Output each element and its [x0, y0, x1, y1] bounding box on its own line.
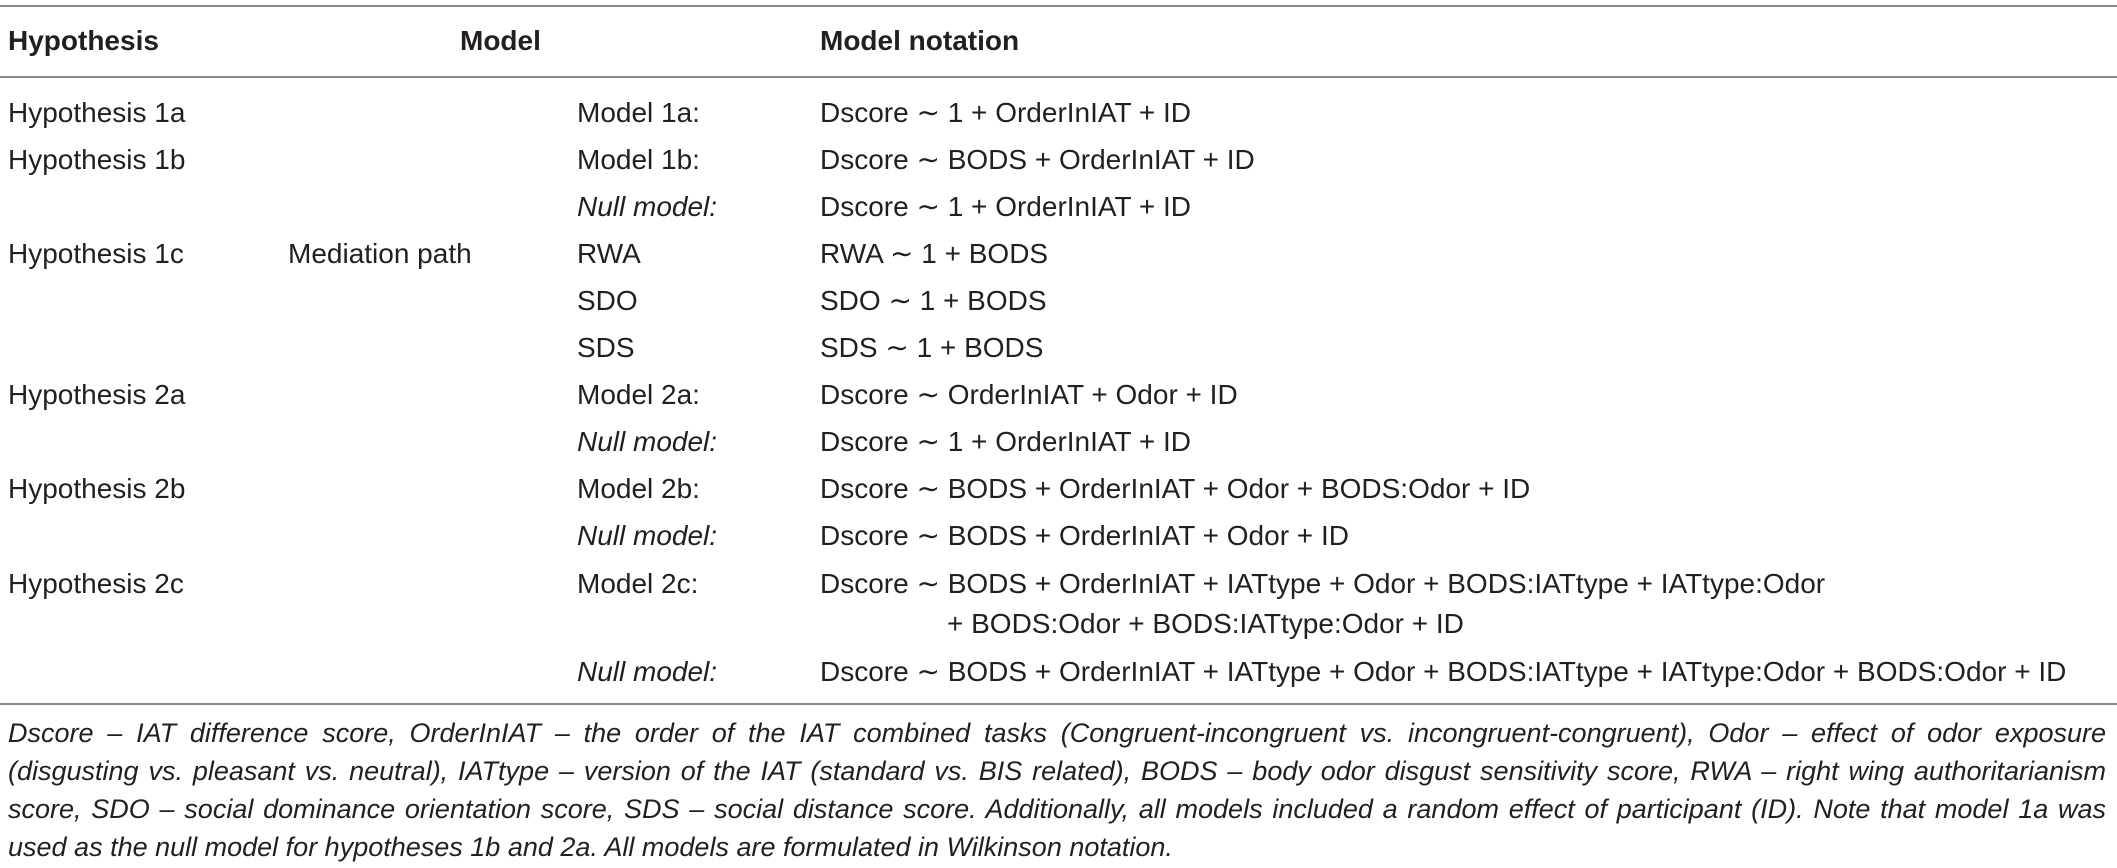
header-model: Model	[460, 25, 541, 56]
table-bottom-rule	[0, 703, 2117, 705]
row-notation: RWA ∼ 1 + BODS	[820, 238, 1049, 269]
row-model: SDO	[577, 285, 638, 316]
row-hypothesis: Hypothesis 1b	[8, 144, 186, 175]
row-notation: Dscore ∼ 1 + OrderInIAT + ID	[820, 97, 1191, 128]
row-hypothesis: Hypothesis 2b	[8, 473, 186, 504]
row-notation: Dscore ∼ BODS + OrderInIAT + Odor + ID	[820, 520, 1349, 551]
row-notation: Dscore ∼ 1 + OrderInIAT + ID	[820, 426, 1191, 457]
row-hypothesis: Hypothesis 1a	[8, 97, 186, 128]
row-model: Null model:	[577, 656, 718, 687]
row-notation: Dscore ∼ 1 + OrderInIAT + ID	[820, 191, 1191, 222]
row-hypothesis: Hypothesis 2c	[8, 568, 184, 599]
table-footnote: Dscore – IAT difference score, OrderInIA…	[8, 718, 2106, 862]
row-model: Null model:	[577, 426, 718, 457]
row-model: Null model:	[577, 191, 718, 222]
row-hypothesis: Hypothesis 1c	[8, 238, 184, 269]
table-top-rule	[0, 5, 2117, 7]
header-model-notation: Model notation	[820, 25, 1020, 56]
row-notation: Dscore ∼ BODS + OrderInIAT + IATtype + O…	[820, 568, 1826, 599]
table-header-rule	[0, 76, 2117, 78]
row-notation: SDS ∼ 1 + BODS	[820, 332, 1044, 363]
row-hypothesis: Hypothesis 2a	[8, 379, 186, 410]
row-notation: Dscore ∼ BODS + OrderInIAT + IATtype + O…	[820, 656, 2067, 687]
row-model: Model 2b:	[577, 473, 700, 504]
header-hypothesis: Hypothesis	[8, 25, 159, 56]
row-notation: Dscore ∼ BODS + OrderInIAT + Odor + BODS…	[820, 473, 1531, 504]
row-mediation-path: Mediation path	[288, 238, 472, 269]
row-notation: SDO ∼ 1 + BODS	[820, 285, 1047, 316]
row-model: Model 1b:	[577, 144, 700, 175]
row-model: RWA	[577, 238, 641, 269]
row-model: Model 2c:	[577, 568, 699, 599]
row-notation: Dscore ∼ BODS + OrderInIAT + ID	[820, 144, 1255, 175]
row-model: Model 1a:	[577, 97, 700, 128]
row-model: SDS	[577, 332, 635, 363]
row-notation-continuation: + BODS:Odor + BODS:IATtype:Odor + ID	[947, 608, 1464, 639]
row-model: Null model:	[577, 520, 718, 551]
row-model: Model 2a:	[577, 379, 700, 410]
row-notation: Dscore ∼ OrderInIAT + Odor + ID	[820, 379, 1238, 410]
